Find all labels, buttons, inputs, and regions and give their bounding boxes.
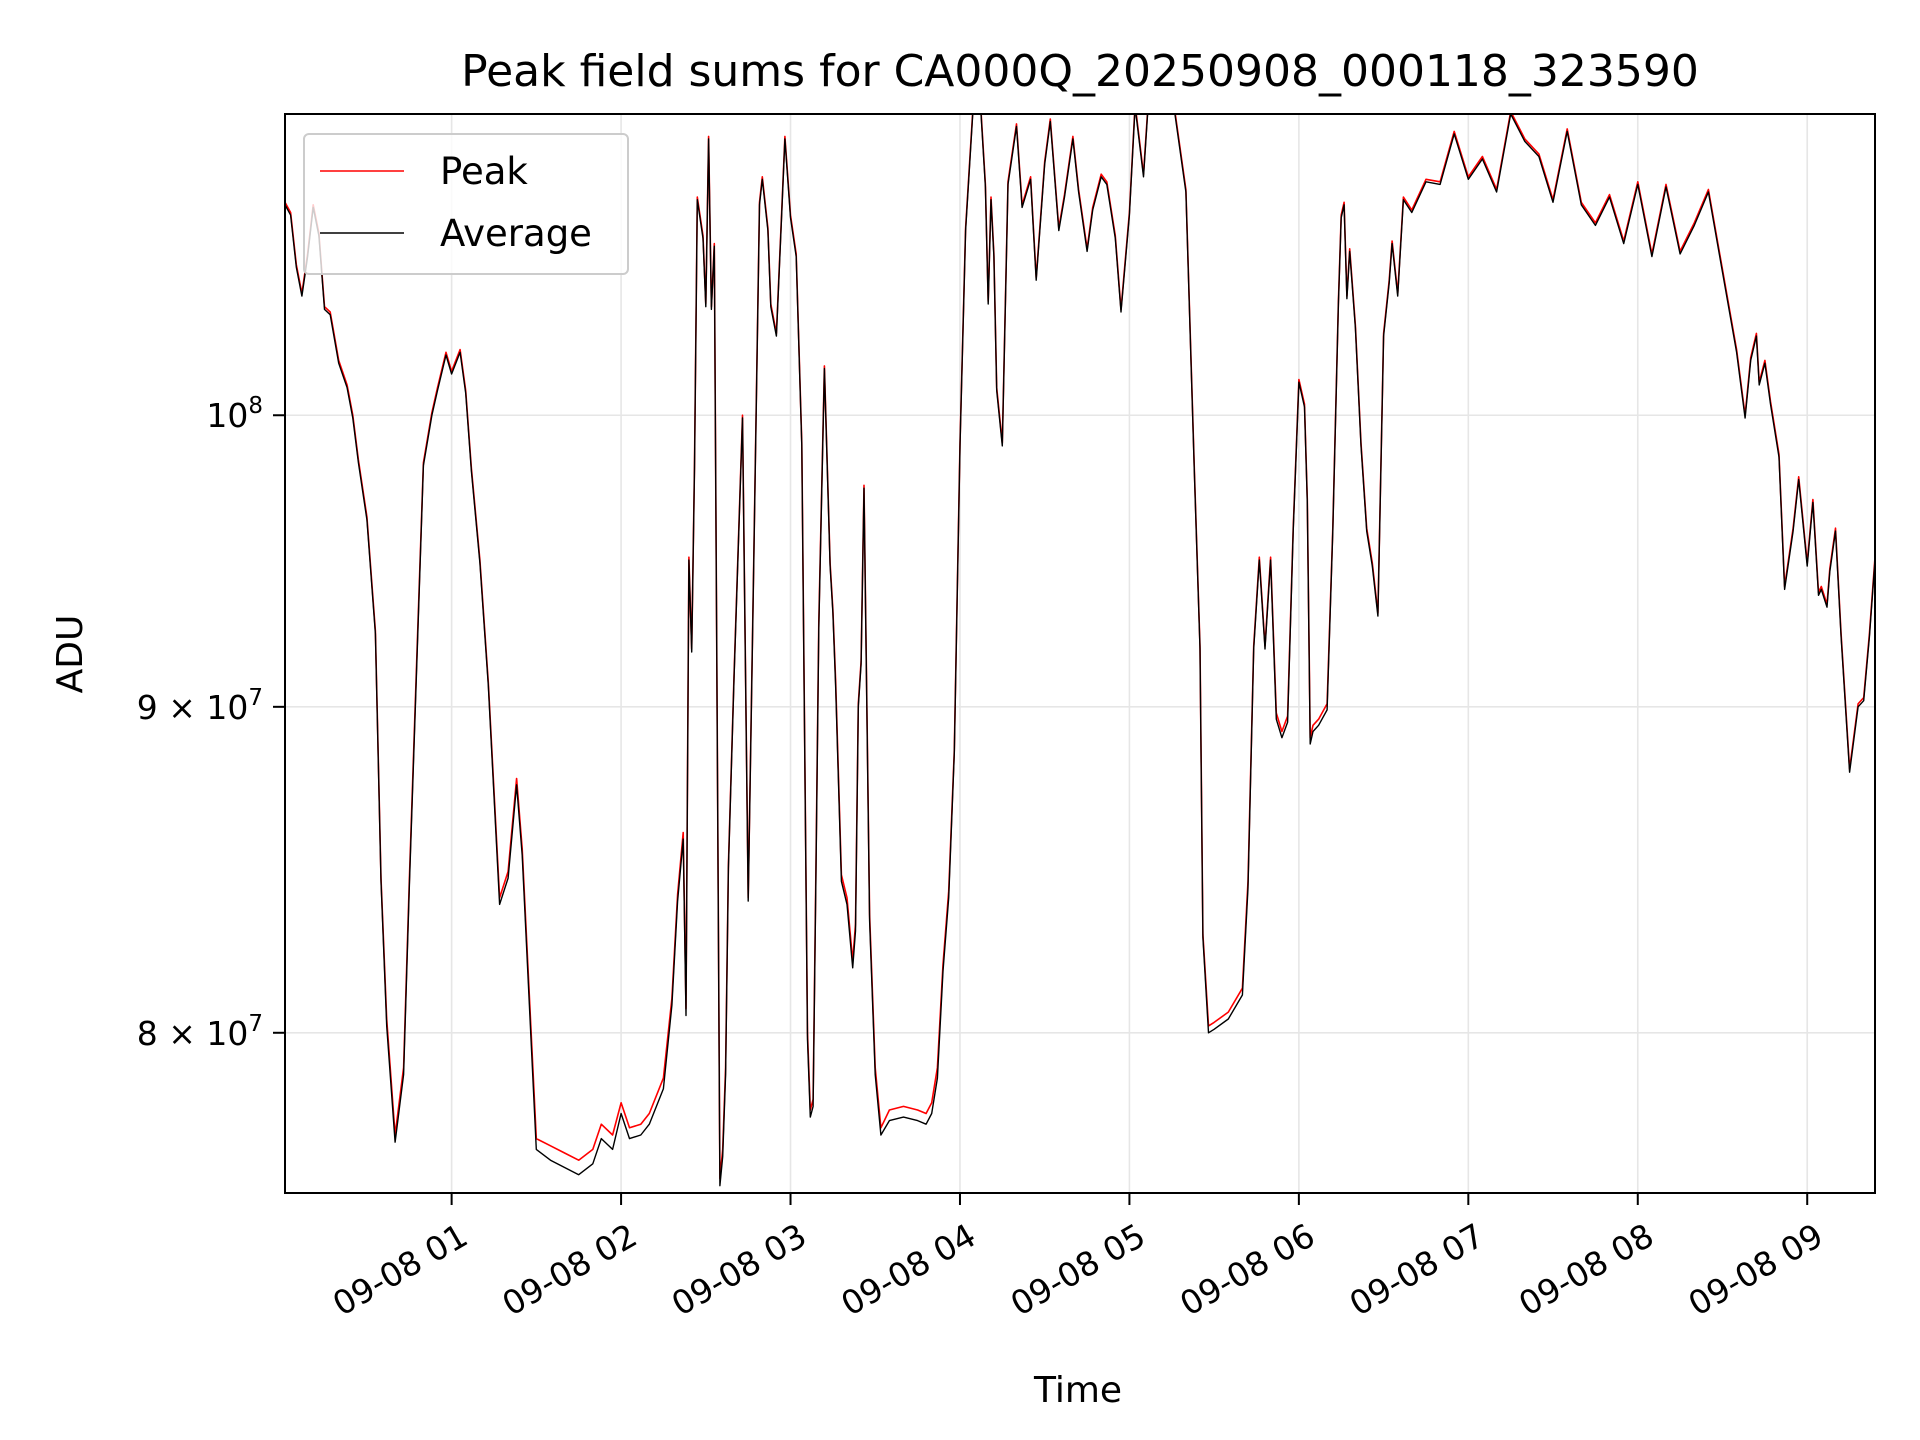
plot-area-frame [284,113,1876,1194]
series-line-average [285,114,1875,1187]
legend-label-peak: Peak [440,150,528,193]
y-tick-label: 108 [206,393,263,435]
series-lines [285,114,1875,1187]
y-tick-label: 9 × 107 [137,685,263,727]
grid [285,114,1875,1193]
chart-title: Peak field sums for CA000Q_20250908_0001… [461,46,1699,97]
legend-box [303,133,629,275]
legend: Peak Average [303,133,629,275]
x-axis-label: Time [1033,1370,1122,1411]
legend-label-average: Average [440,212,592,255]
y-tick-label: 8 × 107 [137,1011,263,1053]
y-axis-ticks: 8 × 107 9 × 107 108 [137,393,285,1053]
y-axis-label: ADU [50,615,91,694]
series-line-peak [285,114,1875,1180]
